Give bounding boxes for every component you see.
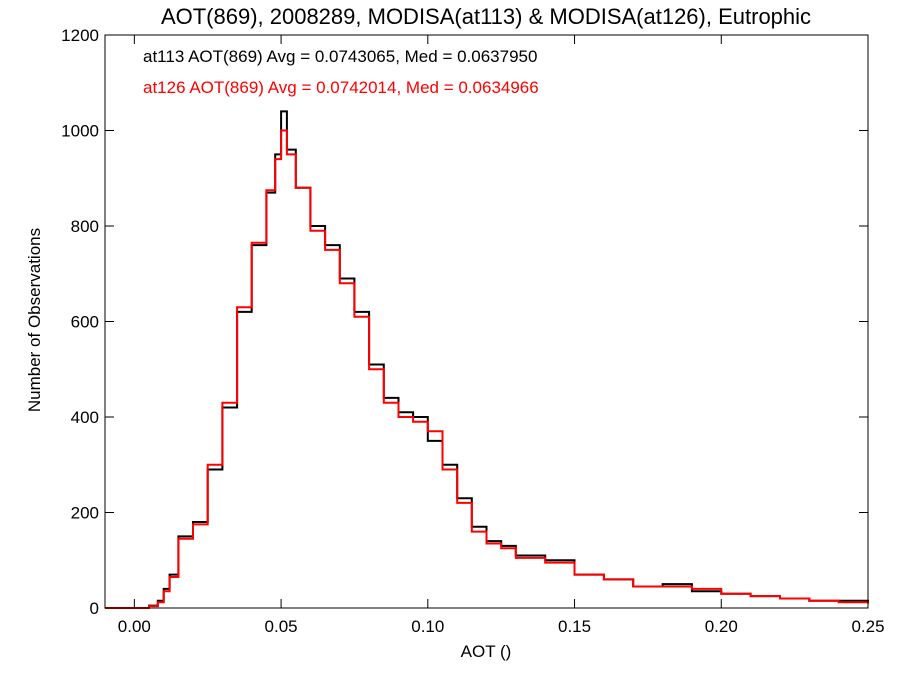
- x-axis-ticks: 0.00 0.05 0.10 0.15 0.20 0.25: [118, 35, 885, 636]
- x-tick-label: 0.00: [118, 617, 151, 636]
- y-axis-label: Number of Observations: [25, 228, 44, 412]
- y-tick-label: 600: [71, 313, 99, 332]
- x-tick-label: 0.05: [265, 617, 298, 636]
- y-axis-ticks: 0 200 400 600 800 1000 1200: [61, 26, 868, 618]
- x-tick-label: 0.25: [851, 617, 884, 636]
- y-tick-label: 1000: [61, 122, 99, 141]
- y-tick-label: 200: [71, 504, 99, 523]
- chart-title: AOT(869), 2008289, MODISA(at113) & MODIS…: [161, 4, 811, 29]
- y-tick-label: 800: [71, 217, 99, 236]
- x-tick-label: 0.15: [558, 617, 591, 636]
- annotation-at126: at126 AOT(869) Avg = 0.0742014, Med = 0.…: [143, 78, 539, 97]
- plot-frame: [104, 34, 869, 609]
- x-tick-label: 0.10: [411, 617, 444, 636]
- y-tick-label: 1200: [61, 26, 99, 45]
- y-tick-label: 0: [90, 599, 99, 618]
- series-at126-line: [105, 129, 869, 609]
- x-axis-label: AOT (): [461, 642, 512, 661]
- y-tick-label: 400: [71, 408, 99, 427]
- plot-area: [105, 110, 869, 609]
- annotation-at113: at113 AOT(869) Avg = 0.0743065, Med = 0.…: [143, 47, 537, 66]
- x-tick-label: 0.20: [705, 617, 738, 636]
